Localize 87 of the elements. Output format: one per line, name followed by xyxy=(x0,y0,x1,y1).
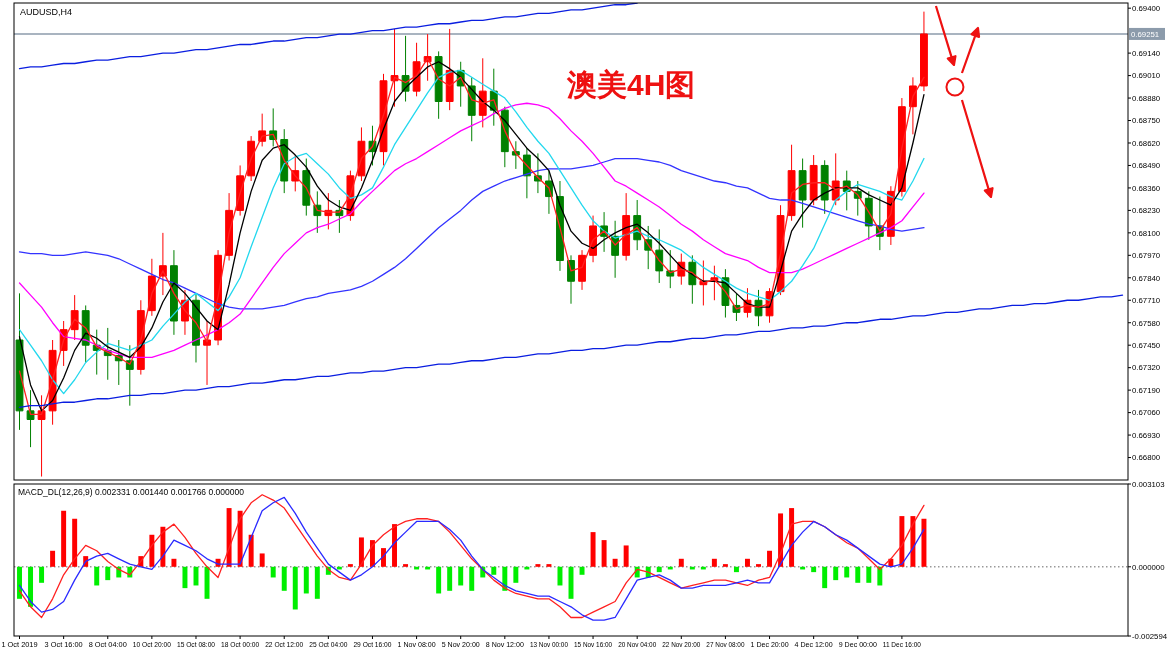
bar xyxy=(711,558,717,567)
candlestick xyxy=(478,57,487,128)
bar xyxy=(204,566,210,599)
candlestick xyxy=(147,258,156,317)
candlestick xyxy=(809,154,818,206)
candlestick xyxy=(655,228,664,284)
bar xyxy=(28,566,34,607)
bar xyxy=(535,564,541,567)
bar xyxy=(866,566,872,583)
bar xyxy=(491,566,497,575)
bar xyxy=(17,566,22,599)
bar xyxy=(910,516,916,567)
bar xyxy=(811,566,817,573)
bar xyxy=(921,518,927,567)
bar xyxy=(314,566,320,599)
bar xyxy=(744,558,750,567)
bar xyxy=(899,516,905,567)
candlestick xyxy=(578,249,586,291)
candlestick xyxy=(125,344,134,407)
candlestick xyxy=(754,289,763,327)
bar xyxy=(822,566,828,589)
bar xyxy=(579,566,585,575)
bar xyxy=(94,566,100,586)
candlestick xyxy=(70,294,79,341)
bar xyxy=(347,564,353,567)
chart-title: MACD_DL(12,26,9) 0.002331 0.001440 0.001766 0.000000 xyxy=(18,487,245,497)
bar xyxy=(513,566,519,583)
bar xyxy=(678,558,684,567)
bar xyxy=(171,558,177,567)
line-series xyxy=(18,102,925,358)
candlestick xyxy=(666,249,675,289)
candlestick xyxy=(798,158,807,229)
bar xyxy=(855,566,861,583)
bar xyxy=(623,545,629,567)
bar xyxy=(436,566,442,594)
bar xyxy=(182,566,188,589)
candlestick xyxy=(37,394,46,478)
bar xyxy=(722,564,728,567)
bar xyxy=(358,537,364,567)
candlestick xyxy=(302,158,311,217)
bar xyxy=(447,566,453,591)
candlestick xyxy=(820,159,829,215)
bar xyxy=(281,566,287,591)
candlestick xyxy=(511,140,520,170)
bar xyxy=(392,524,397,567)
line-series xyxy=(18,294,1124,409)
bar xyxy=(767,550,773,567)
bar xyxy=(270,566,276,578)
bar xyxy=(72,518,78,567)
bar xyxy=(61,510,67,567)
text: 澳美4H图 xyxy=(565,68,696,101)
bar xyxy=(50,550,56,567)
bar xyxy=(149,534,155,567)
candlestick xyxy=(920,11,928,92)
bar xyxy=(612,558,618,567)
bar xyxy=(259,553,265,567)
candlestick xyxy=(622,192,631,262)
bar xyxy=(39,566,45,583)
candlestick xyxy=(379,73,388,166)
candlestick xyxy=(390,28,399,108)
candlestick xyxy=(357,126,366,182)
bar xyxy=(756,564,761,567)
bar xyxy=(601,540,607,567)
bar xyxy=(789,508,795,567)
bar xyxy=(844,566,850,578)
bar xyxy=(557,566,563,586)
bar xyxy=(458,566,464,586)
bar xyxy=(403,564,409,567)
bar xyxy=(656,566,662,573)
bar xyxy=(248,534,254,567)
bar xyxy=(469,566,475,591)
text: AUDUSD,H4 xyxy=(20,7,73,17)
bar xyxy=(733,566,739,573)
candlestick xyxy=(688,254,697,305)
candlestick xyxy=(445,28,454,111)
candlestick xyxy=(203,320,211,386)
candlestick xyxy=(15,292,24,431)
bar xyxy=(303,566,309,594)
bar xyxy=(160,526,166,567)
bar xyxy=(546,564,552,567)
bar xyxy=(590,532,596,567)
candlestick xyxy=(26,389,35,448)
line-series xyxy=(18,157,925,310)
bar xyxy=(292,566,298,610)
bar xyxy=(105,566,111,581)
bar xyxy=(833,566,839,581)
candlestick xyxy=(247,135,256,182)
